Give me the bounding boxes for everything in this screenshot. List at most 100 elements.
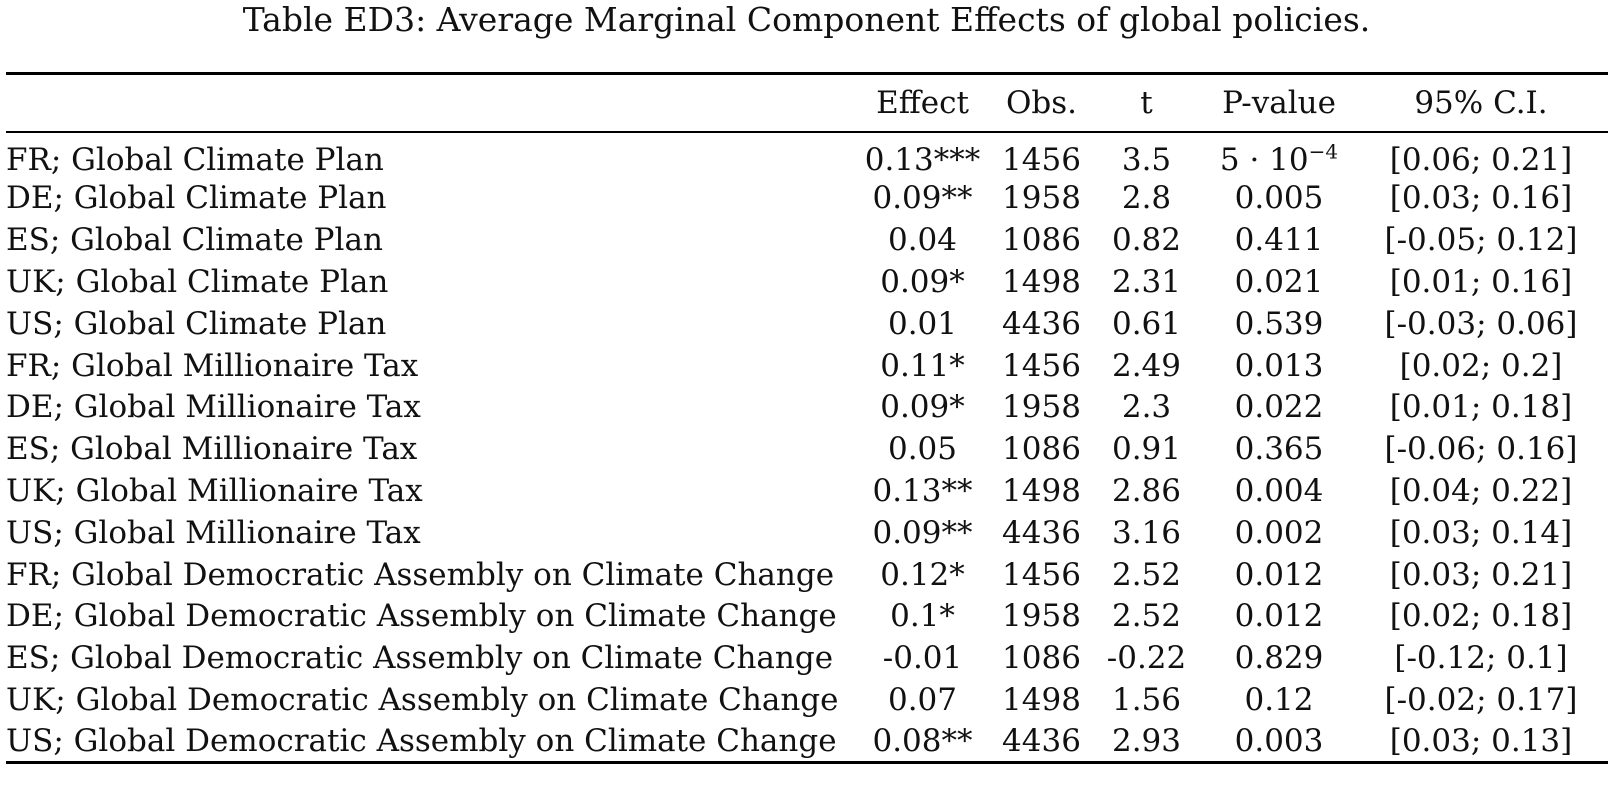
row-label: FR; Global Climate Plan [6, 141, 384, 178]
row-effect: 0.04 [887, 222, 958, 259]
row-pvalue: 0.005 [1234, 180, 1324, 217]
results-table: Effect Obs. t P-value 95% C.I. FR; Globa… [6, 72, 1608, 765]
row-effect: -0.01 [882, 640, 963, 677]
row-effect: 0.09** [872, 514, 973, 551]
row-ci: [0.03; 0.13] [1354, 720, 1608, 765]
table-row: FR; Global Democratic Assembly on Climat… [6, 554, 1608, 596]
row-obs: 1456 [1002, 347, 1081, 384]
table-row: FR; Global Climate Plan 0.13*** 1456 3.5… [6, 132, 1608, 178]
header-obs: Obs. [994, 72, 1089, 133]
row-pvalue: 0.022 [1234, 389, 1324, 426]
row-t: 2.52 [1111, 598, 1182, 635]
table-row: US; Global Climate Plan 0.01 4436 0.61 0.539… [6, 303, 1608, 345]
row-obs: 1498 [1002, 263, 1081, 300]
row-t: 2.93 [1089, 720, 1204, 765]
row-t: 0.82 [1111, 222, 1182, 259]
row-label: DE; Global Climate Plan [6, 180, 387, 217]
table-row: FR; Global Millionaire Tax 0.11* 1456 2.49 0… [6, 345, 1608, 387]
header-t: t [1089, 72, 1204, 133]
row-label: ES; Global Climate Plan [6, 222, 383, 259]
row-obs: 1958 [1002, 598, 1081, 635]
table-row: DE; Global Democratic Assembly on Climat… [6, 595, 1608, 637]
row-t: 2.52 [1111, 556, 1182, 593]
table-row: DE; Global Climate Plan 0.09** 1958 2.8 0.00… [6, 178, 1608, 220]
row-ci: [0.06; 0.21] [1389, 141, 1573, 178]
row-pvalue: 0.12 [1244, 681, 1314, 718]
row-obs: 1456 [1002, 556, 1081, 593]
header-ci: 95% C.I. [1354, 72, 1608, 133]
row-pvalue: 0.012 [1234, 556, 1324, 593]
row-t: 2.3 [1121, 389, 1172, 426]
row-effect: 0.09* [880, 389, 965, 426]
pvalue-exponent: −4 [1308, 139, 1339, 164]
row-ci: [0.03; 0.21] [1389, 556, 1573, 593]
row-obs: 1086 [1002, 222, 1081, 259]
row-label: US; Global Millionaire Tax [6, 514, 421, 551]
row-t: 2.8 [1121, 180, 1172, 217]
row-effect: 0.01 [887, 305, 958, 342]
row-label: ES; Global Millionaire Tax [6, 431, 418, 468]
row-ci: [-0.03; 0.06] [1384, 305, 1578, 342]
row-obs: 4436 [1002, 305, 1081, 342]
header-label [6, 72, 851, 133]
table-row: ES; Global Climate Plan 0.04 1086 0.82 0.411… [6, 219, 1608, 261]
row-t: 0.91 [1111, 431, 1182, 468]
row-t: 2.86 [1111, 472, 1182, 509]
table-row: UK; Global Millionaire Tax 0.13** 1498 2.86… [6, 470, 1608, 512]
table-header: Effect Obs. t P-value 95% C.I. [6, 72, 1608, 133]
row-obs: 1456 [1002, 141, 1081, 178]
row-effect: 0.09** [872, 180, 973, 217]
row-label: ES; Global Democratic Assembly on Climat… [6, 640, 834, 677]
row-ci: [0.01; 0.16] [1389, 263, 1573, 300]
row-t: 2.49 [1111, 347, 1182, 384]
row-label: UK; Global Democratic Assembly on Climat… [6, 681, 839, 718]
row-pvalue: 0.012 [1234, 598, 1324, 635]
table-row: ES; Global Millionaire Tax 0.05 1086 0.91 0.… [6, 428, 1608, 470]
row-obs: 1958 [1002, 389, 1081, 426]
row-label: US; Global Democratic Assembly on Climat… [6, 720, 851, 765]
row-effect: 0.07 [887, 681, 958, 718]
row-pvalue: 0.411 [1234, 222, 1324, 259]
row-effect: 0.13** [872, 472, 973, 509]
row-obs: 1958 [1002, 180, 1081, 217]
row-pvalue: 0.003 [1204, 720, 1354, 765]
row-label: UK; Global Climate Plan [6, 263, 389, 300]
row-ci: [0.02; 0.18] [1389, 598, 1573, 635]
table-row: UK; Global Climate Plan 0.09* 1498 2.31 0.02… [6, 261, 1608, 303]
table-row: US; Global Democratic Assembly on Climat… [6, 720, 1608, 765]
table-body: FR; Global Climate Plan 0.13*** 1456 3.5… [6, 132, 1608, 765]
row-label: FR; Global Democratic Assembly on Climat… [6, 556, 835, 593]
row-t: 2.31 [1111, 263, 1182, 300]
row-pvalue: 5 · 10−4 [1204, 132, 1354, 177]
header-pvalue: P-value [1204, 72, 1354, 133]
row-t: 3.5 [1121, 141, 1172, 178]
row-ci: [0.02; 0.2] [1399, 347, 1563, 384]
row-effect: 0.12* [880, 556, 965, 593]
row-effect: 0.09* [880, 263, 965, 300]
row-ci: [-0.02; 0.17] [1384, 681, 1578, 718]
row-effect: 0.05 [887, 431, 958, 468]
row-pvalue: 0.829 [1234, 640, 1324, 677]
row-pvalue: 0.365 [1234, 431, 1324, 468]
row-t: 1.56 [1111, 681, 1182, 718]
row-ci: [0.04; 0.22] [1389, 472, 1573, 509]
table-caption: Table ED3: Average Marginal Component Ef… [242, 0, 1371, 39]
row-obs: 4436 [994, 720, 1089, 765]
header-effect: Effect [851, 72, 994, 133]
row-label: US; Global Climate Plan [6, 305, 387, 342]
row-ci: [0.01; 0.18] [1389, 389, 1573, 426]
row-pvalue: 0.013 [1234, 347, 1324, 384]
row-t: 3.16 [1111, 514, 1182, 551]
row-effect: 0.11* [880, 347, 965, 384]
row-ci: [-0.12; 0.1] [1394, 640, 1568, 677]
row-label: DE; Global Millionaire Tax [6, 389, 421, 426]
row-obs: 1086 [1002, 431, 1081, 468]
row-label: FR; Global Millionaire Tax [6, 347, 419, 384]
row-pvalue: 0.539 [1234, 305, 1324, 342]
row-pvalue: 0.004 [1234, 472, 1324, 509]
row-pvalue: 0.021 [1234, 263, 1324, 300]
table-row: UK; Global Democratic Assembly on Climat… [6, 679, 1608, 721]
row-pvalue: 0.002 [1234, 514, 1324, 551]
row-ci: [-0.05; 0.12] [1384, 222, 1578, 259]
table-row: US; Global Millionaire Tax 0.09** 4436 3.16… [6, 512, 1608, 554]
